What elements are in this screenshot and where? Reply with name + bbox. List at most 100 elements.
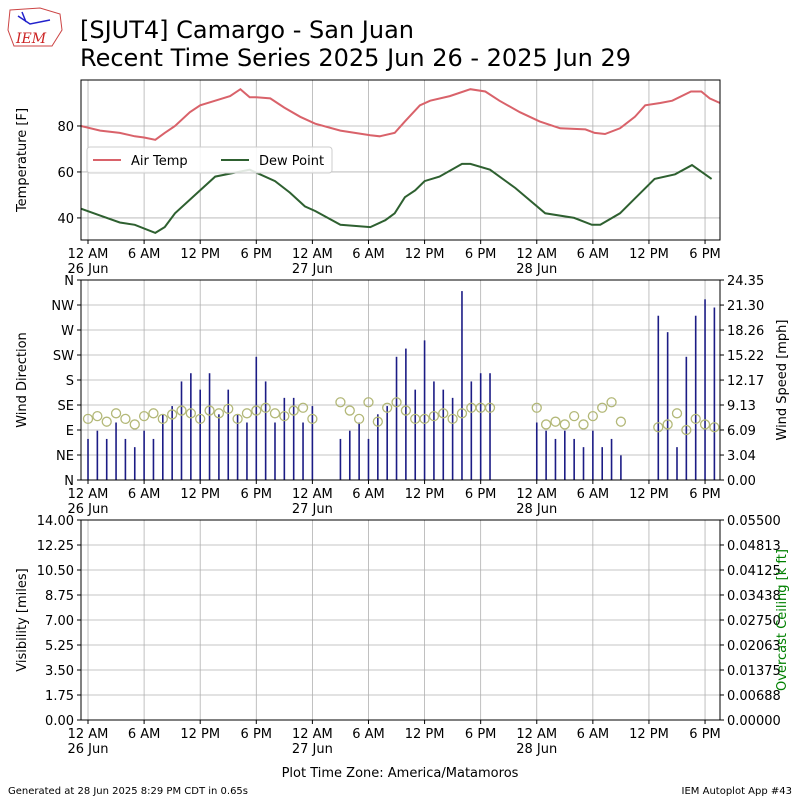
bar: [339, 438, 342, 480]
x-tick-label: 6 AM: [128, 487, 161, 502]
point: [129, 419, 140, 430]
y2-tick-label: 0.04813: [727, 539, 781, 554]
point: [662, 419, 673, 430]
x-tick-label: 6 AM: [352, 247, 385, 262]
y2-axis-label: Overcast Ceiling [k ft]: [775, 549, 790, 691]
bar: [162, 414, 164, 480]
y2-tick-label: 0.00: [727, 474, 756, 489]
subtitle: Recent Time Series 2025 Jun 26 - 2025 Ju…: [80, 44, 631, 72]
point: [82, 413, 94, 425]
y-tick-label: 5.25: [45, 639, 74, 654]
bar: [451, 397, 454, 480]
y2-tick-label: 0.02063: [727, 639, 781, 654]
bar: [676, 447, 678, 480]
logo: IEM: [7, 7, 63, 47]
point: [260, 402, 271, 413]
point: [279, 410, 290, 422]
x-tick-label: 6 AM: [128, 247, 161, 262]
point: [569, 410, 580, 422]
x-tick-label: 6 AM: [352, 487, 385, 502]
bar: [601, 447, 604, 480]
x-tick-label: 6 PM: [241, 487, 272, 502]
bar: [554, 438, 557, 480]
x-tick-label: 12 PM: [180, 727, 220, 742]
point: [428, 410, 440, 422]
bar: [433, 381, 435, 480]
bar: [704, 299, 706, 480]
point: [484, 402, 496, 413]
y-tick-label: 80: [57, 120, 74, 135]
y2-tick-label: 0.00000: [727, 714, 781, 729]
point: [232, 413, 243, 425]
point: [456, 408, 468, 419]
legend-label: Air Temp: [131, 154, 188, 169]
point: [167, 409, 178, 420]
y2-tick-label: 0.03438: [727, 589, 781, 604]
bar: [180, 381, 183, 480]
y-tick-label: 3.50: [45, 664, 74, 679]
bar: [657, 315, 660, 480]
bar: [582, 447, 585, 480]
point: [372, 416, 383, 427]
bar: [124, 438, 127, 480]
point: [540, 419, 552, 430]
y2-tick-label: 0.04125: [727, 564, 781, 579]
bar: [255, 356, 258, 480]
x-tick-label: 12 AM 28 Jun: [516, 727, 557, 757]
y2-tick-label: 18.26: [727, 324, 764, 339]
point: [606, 397, 617, 408]
y-tick-label: 10.50: [37, 564, 74, 579]
bar: [358, 422, 360, 480]
legend-label: Dew Point: [259, 154, 324, 169]
bar: [564, 430, 566, 480]
y-tick-label: W: [61, 324, 74, 339]
x-tick-label: 6 AM: [577, 247, 610, 262]
point: [438, 408, 449, 419]
bar: [694, 315, 697, 480]
bar: [461, 291, 463, 480]
y2-tick-label: 0.01375: [727, 664, 781, 679]
y-tick-label: E: [66, 424, 74, 439]
bar: [152, 438, 155, 480]
point: [344, 405, 355, 416]
point: [251, 405, 262, 416]
point: [363, 397, 374, 408]
bar: [395, 356, 398, 480]
y-axis-label: Temperature [F]: [15, 108, 30, 213]
point: [531, 402, 542, 413]
y-tick-label: NW: [51, 299, 74, 314]
point: [138, 410, 150, 422]
x-tick-label: 6 PM: [689, 727, 720, 742]
y2-tick-label: 0.02750: [727, 614, 781, 629]
bar: [190, 373, 192, 480]
point: [681, 424, 692, 436]
point: [120, 413, 131, 425]
bar: [470, 381, 473, 480]
bar: [96, 430, 99, 480]
y-tick-label: S: [66, 374, 74, 389]
x-axis-label: Plot Time Zone: America/Matamoros: [282, 766, 519, 781]
x-tick-label: 12 AM 26 Jun: [68, 247, 109, 277]
x-tick-label: 12 PM: [180, 487, 220, 502]
y-tick-label: SW: [53, 349, 74, 364]
x-tick-label: 6 AM: [352, 727, 385, 742]
x-tick-label: 12 AM 27 Jun: [292, 247, 333, 277]
x-tick-label: 12 AM 27 Jun: [292, 487, 333, 517]
x-tick-label: 12 AM 28 Jun: [516, 247, 557, 277]
panel: 12 AM 26 Jun 6 AM 12 PM 6 PM 12 AM 27 Jun 6 AM 1…: [15, 514, 790, 757]
point: [92, 410, 103, 422]
point: [559, 419, 570, 430]
x-tick-label: 6 PM: [465, 727, 496, 742]
bar: [423, 340, 426, 480]
y-tick-label: 7.00: [45, 614, 74, 629]
x-tick-label: 6 PM: [465, 247, 496, 262]
x-tick-label: 6 PM: [689, 247, 720, 262]
point: [419, 413, 430, 425]
point: [213, 408, 225, 419]
y-tick-label: 0.00: [45, 714, 74, 729]
footer-right: IEM Autoplot App #43: [682, 786, 792, 797]
point: [550, 416, 561, 427]
point: [400, 405, 412, 416]
point: [653, 422, 664, 433]
x-tick-label: 12 PM: [405, 727, 445, 742]
